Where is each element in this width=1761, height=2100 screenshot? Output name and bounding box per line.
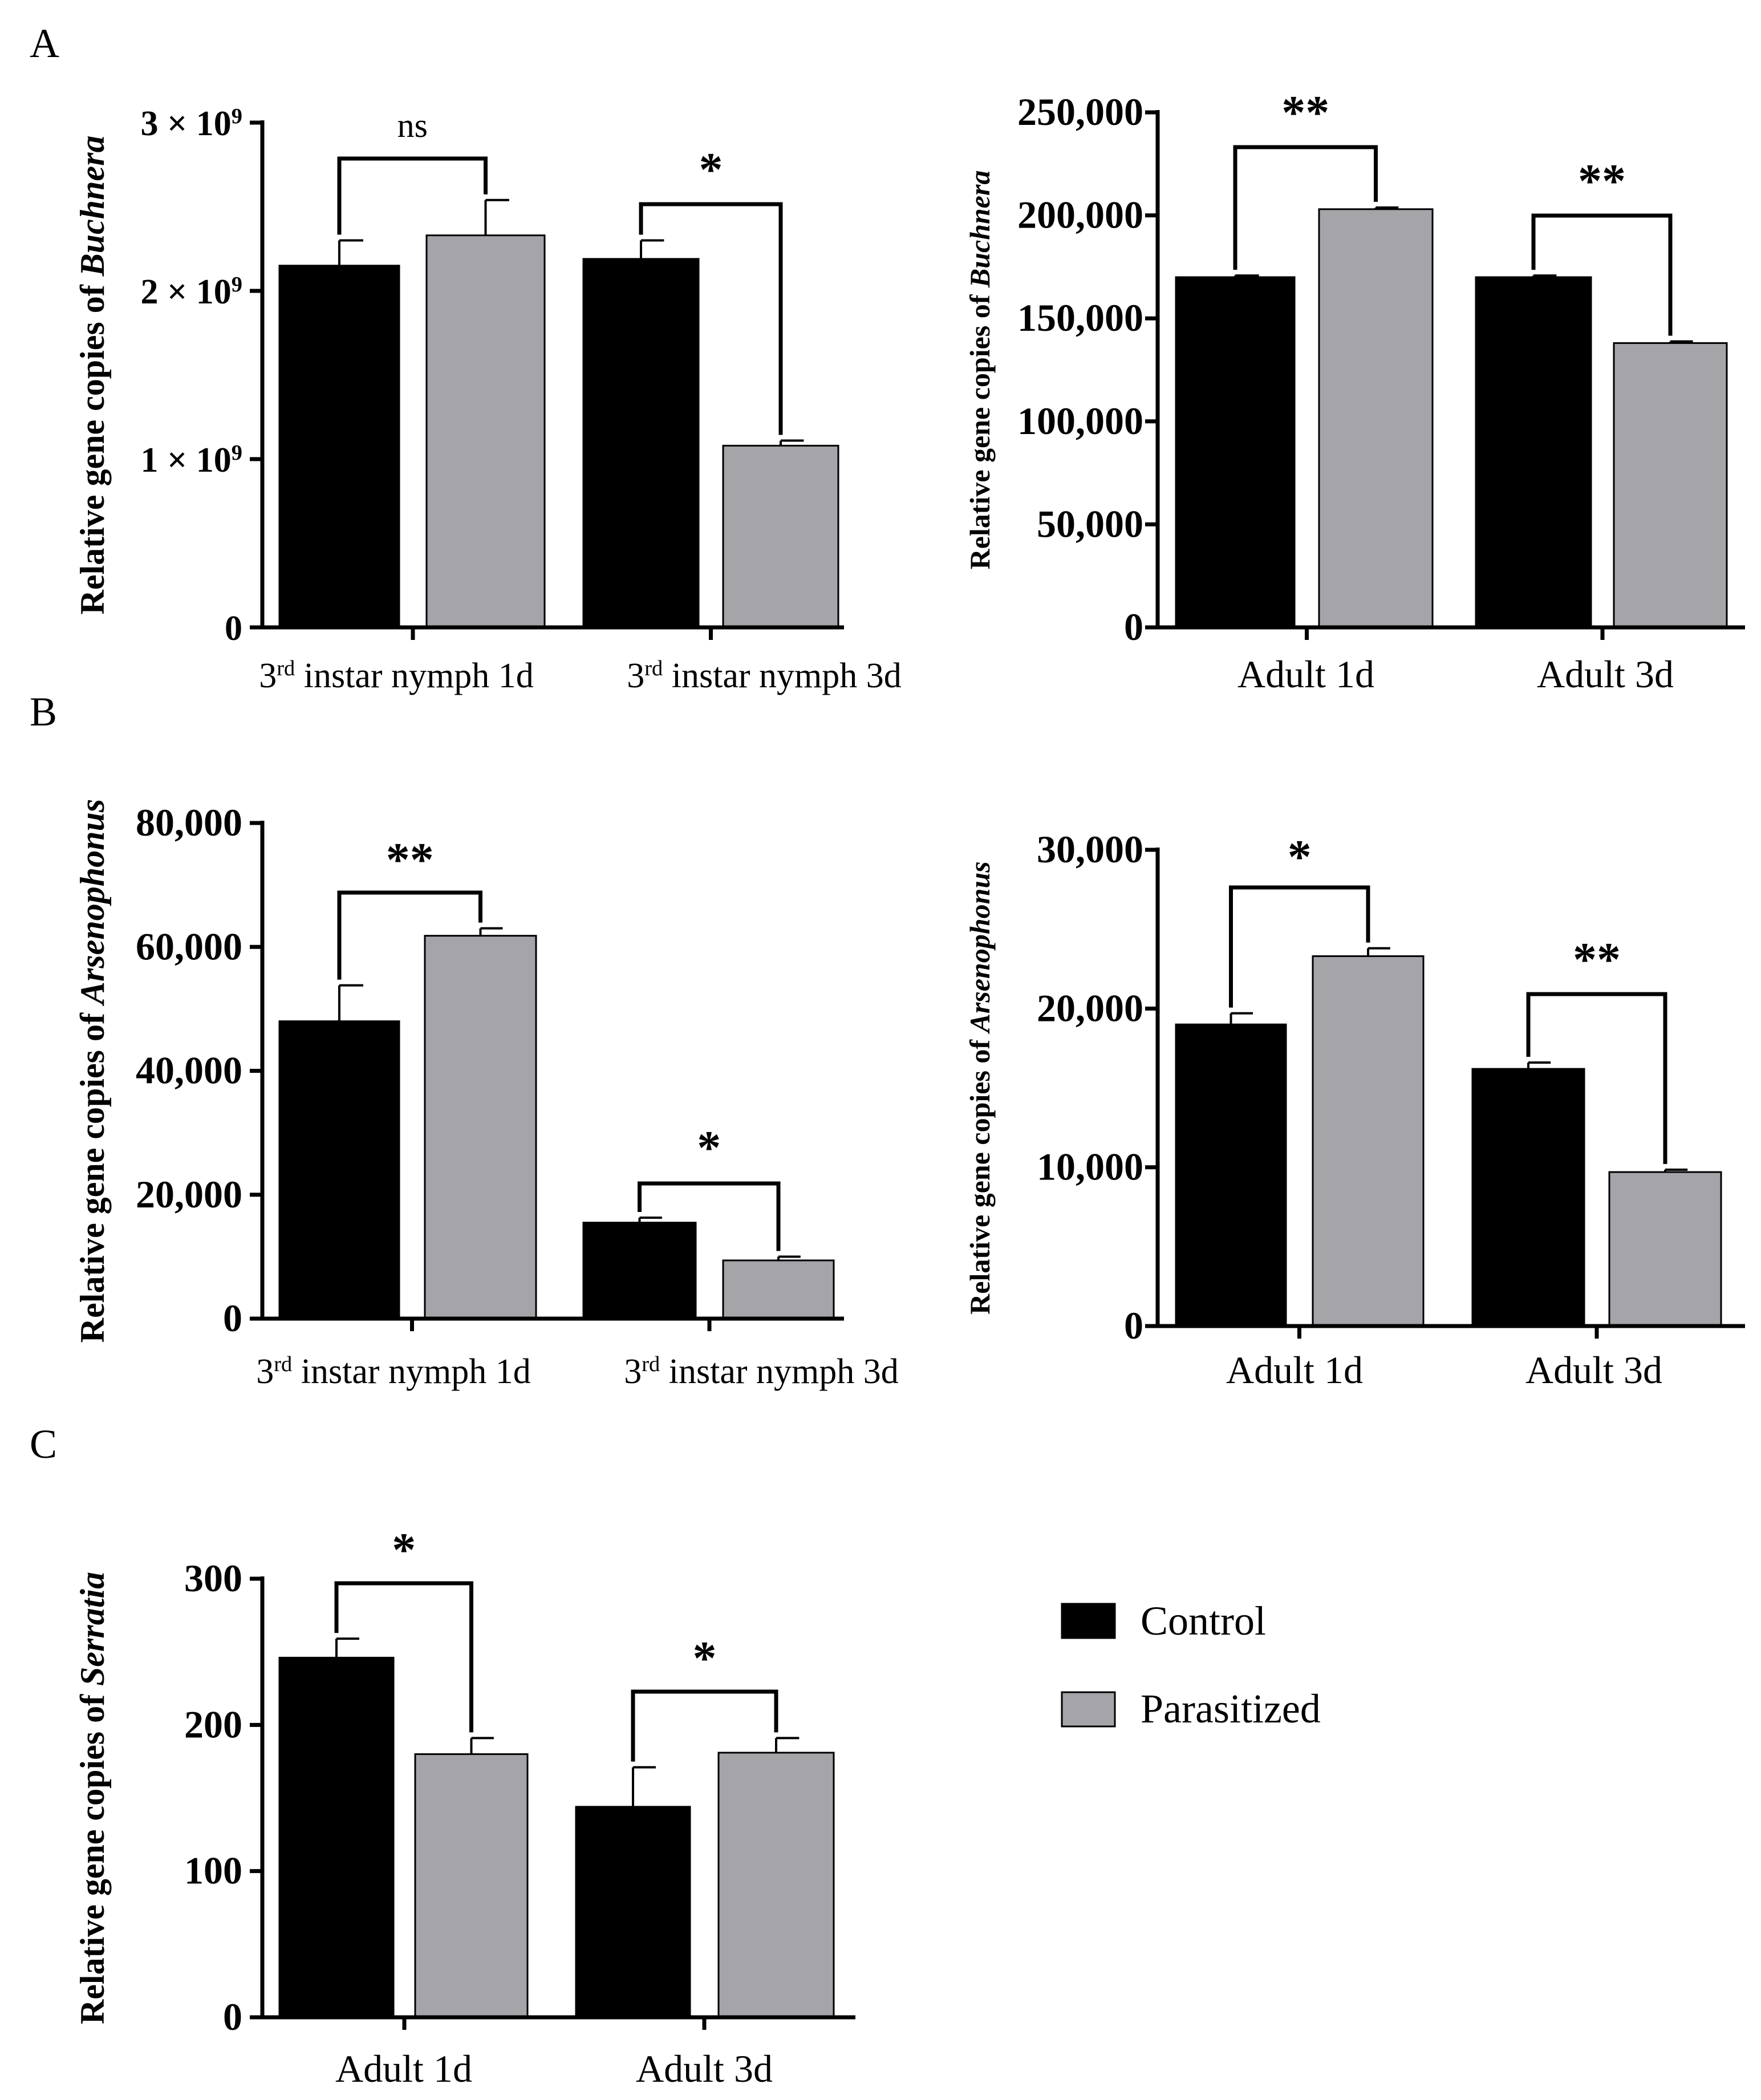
y-tick-label: 20,000 [136,1173,242,1216]
chart-buchnera-adult: ** ** 0 50,000 100,000 150,000 200,000 250,000 A… [964,86,1745,696]
y-tick-label: 100 [184,1849,242,1892]
category-label-2: Adult 3d [1537,652,1674,696]
y-tick-label: 1 × 109 [140,441,242,480]
y-tick-label: 0 [223,1296,242,1340]
y-tick-label: 20,000 [1037,986,1143,1029]
y-axis-label: Relative gene copies of Arsenophonus [964,861,996,1314]
significance-bracket-1 [334,1581,473,1733]
category-label-1: 3rd instar nymph 1d [259,656,534,695]
bar-parasitized-1 [424,935,537,1320]
y-tick-label: 150,000 [1017,296,1143,339]
y-tick-label: 80,000 [136,801,242,844]
significance-label-1: * [1288,830,1312,883]
bar-parasitized-2 [722,1259,835,1320]
bar-parasitized-2 [722,444,839,629]
y-tick-label: 300 [184,1556,242,1600]
y-tick-label: 0 [1124,1304,1143,1347]
y-axis-label: Relative gene copies of Buchnera [964,171,996,570]
category-label-2: 3rd instar nymph 3d [624,1352,899,1391]
panel-label-b: B [30,689,57,735]
category-label-1: Adult 1d [335,2047,472,2090]
category-label-1: Adult 1d [1226,1348,1363,1392]
significance-bracket-2 [639,202,783,435]
y-tick-label: 3 × 109 [140,104,242,143]
category-label-1: 3rd instar nymph 1d [256,1352,531,1391]
significance-label-1: ns [397,107,428,144]
significance-label-2: * [697,1121,721,1174]
y-tick-label: 30,000 [1037,828,1143,871]
y-tick-label: 250,000 [1017,90,1143,133]
y-tick-label: 200 [184,1702,242,1746]
y-tick-label: 200,000 [1017,193,1143,237]
y-tick-label: 0 [225,609,242,648]
panel-label-a: A [30,21,59,66]
significance-bracket-2 [638,1181,781,1251]
y-tick-label: 50,000 [1037,502,1143,545]
bar-control-1 [1175,1023,1287,1327]
bar-parasitized-2 [1608,1171,1722,1327]
significance-bracket-1 [1229,885,1370,1008]
legend: Control Parasitized [1061,1598,1321,1732]
y-tick-label: 100,000 [1017,399,1143,443]
bar-parasitized-1 [1312,955,1425,1327]
legend-swatch-control [1061,1603,1116,1639]
bar-control-2 [582,258,700,629]
bar-control-1 [278,265,400,629]
panel-label-c: C [30,1421,57,1467]
legend-label-parasitized: Parasitized [1141,1686,1321,1732]
category-label-2: Adult 3d [1525,1348,1662,1392]
bar-control-1 [278,1656,395,2018]
bar-control-1 [1175,276,1296,629]
significance-label-2: * [693,1632,717,1685]
significance-bracket-2 [631,1689,778,1762]
y-tick-label: 2 × 109 [140,273,242,311]
significance-label-2: ** [1573,933,1621,986]
bar-parasitized-1 [425,234,546,629]
y-tick-label: 10,000 [1037,1145,1143,1189]
significance-bracket-1 [1233,145,1378,270]
y-axis-label: Relative gene copies of Buchnera [74,136,111,615]
significance-label-1: * [392,1523,416,1576]
significance-bracket-2 [1526,992,1667,1164]
bar-control-2 [575,1806,691,2018]
bar-control-2 [1475,276,1592,629]
significance-label-2: ** [1578,155,1626,208]
category-label-2: 3rd instar nymph 3d [627,656,902,695]
y-tick-label: 40,000 [136,1049,242,1092]
bar-parasitized-2 [1613,342,1728,629]
significance-bracket-2 [1531,213,1673,336]
significance-label-2: * [699,143,723,196]
significance-label-1: ** [386,833,434,886]
bar-parasitized-1 [414,1753,529,2018]
y-tick-label: 0 [1124,605,1143,648]
bar-parasitized-2 [717,1752,835,2018]
significance-label-1: ** [1281,86,1329,139]
y-tick-label: 0 [223,1995,242,2038]
y-axis-label: Relative gene copies of Serratia [74,1572,111,2024]
chart-serratia-adult: * * 0 100 200 300 Adult 1d Adult 3d Relative gen… [74,1523,855,2090]
category-label-1: Adult 1d [1237,652,1374,696]
significance-bracket-1 [337,890,482,980]
category-label-2: Adult 3d [636,2047,773,2090]
bar-control-2 [1471,1068,1585,1327]
y-tick-label: 60,000 [136,925,242,968]
bar-control-2 [582,1222,697,1320]
significance-bracket-1 [337,156,488,235]
bar-parasitized-1 [1318,208,1434,629]
y-axis-label: Relative gene copies of Arsenophonus [74,799,111,1343]
chart-buchnera-nymph: ns * 0 1 × 109 2 × 109 3 × 109 3rd instar nymp… [74,104,902,695]
legend-swatch-parasitized [1061,1691,1116,1728]
legend-label-control: Control [1141,1598,1266,1644]
bar-control-1 [278,1020,400,1320]
